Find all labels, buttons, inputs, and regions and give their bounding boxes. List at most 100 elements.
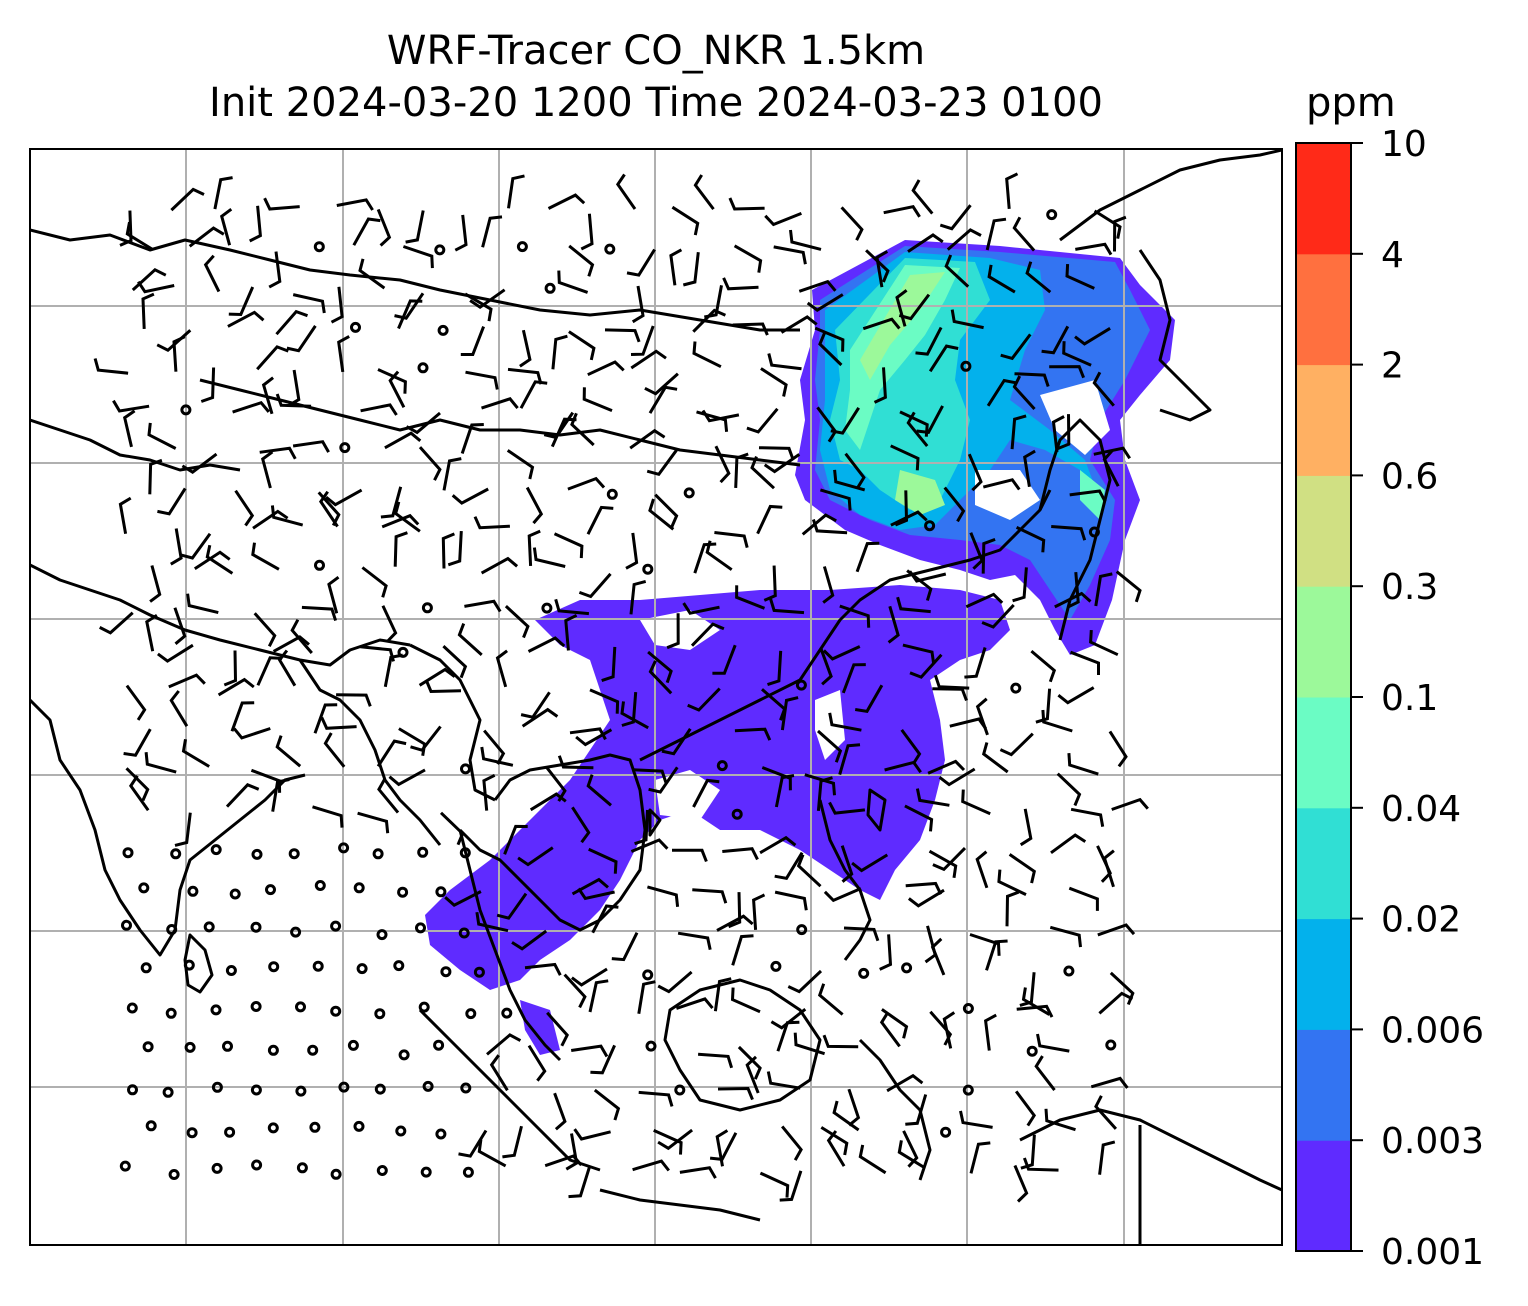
wind-barb bbox=[277, 649, 297, 687]
wind-barb bbox=[578, 572, 612, 599]
wind-barb bbox=[128, 774, 150, 812]
wind-barb-calm bbox=[796, 924, 808, 936]
wind-barb bbox=[252, 509, 289, 530]
wind-barb bbox=[557, 755, 594, 770]
wind-barb bbox=[489, 1054, 509, 1092]
wind-barb bbox=[646, 449, 678, 477]
wind-barb bbox=[811, 519, 848, 535]
wind-barb-calm bbox=[330, 920, 342, 932]
wind-barb-calm bbox=[372, 848, 384, 860]
wind-barb bbox=[1023, 449, 1036, 488]
wind-barb bbox=[928, 344, 959, 373]
wind-barb bbox=[149, 565, 162, 603]
wind-barb bbox=[653, 1129, 683, 1155]
wind-barb bbox=[1054, 591, 1092, 609]
wind-barb bbox=[841, 663, 866, 694]
wind-barb bbox=[847, 1088, 861, 1127]
wind-barb bbox=[763, 565, 777, 602]
wind-barb-calm bbox=[716, 760, 728, 772]
wind-barb bbox=[1014, 1090, 1037, 1127]
wind-barb bbox=[1041, 709, 1073, 733]
wind-barb bbox=[1056, 772, 1082, 807]
wind-barb-calm bbox=[435, 886, 447, 898]
wind-barb bbox=[840, 206, 864, 241]
wind-barb-calm bbox=[183, 959, 195, 971]
wind-barb bbox=[854, 684, 884, 713]
wind-barb-calm bbox=[225, 965, 237, 976]
wind-barb-calm bbox=[398, 1049, 410, 1061]
wind-barb bbox=[586, 505, 614, 535]
wind-barb bbox=[855, 541, 880, 573]
wind-barb bbox=[570, 412, 595, 447]
map-title-line1: WRF-Tracer CO_NKR 1.5km bbox=[386, 28, 926, 74]
wind-barb bbox=[186, 593, 219, 615]
wind-barb bbox=[644, 372, 679, 396]
wind-barb bbox=[604, 328, 641, 343]
wind-barb bbox=[577, 887, 615, 901]
colorbar-bands bbox=[1296, 143, 1351, 1252]
wind-barb-calm bbox=[119, 1160, 131, 1172]
wind-barb bbox=[819, 488, 852, 511]
wind-barb bbox=[735, 585, 766, 610]
wind-barb-calm bbox=[140, 962, 152, 974]
wind-barb bbox=[410, 725, 442, 752]
wind-barb-calm bbox=[222, 1040, 233, 1052]
colorbar-tick-label: 0.04 bbox=[1381, 789, 1461, 830]
wind-barb-calm bbox=[465, 1008, 477, 1020]
wind-barb bbox=[181, 739, 210, 768]
wind-barb bbox=[439, 811, 465, 846]
wind-barb-calm bbox=[421, 602, 433, 614]
wind-barb bbox=[148, 458, 163, 495]
wind-barb bbox=[648, 385, 678, 414]
wind-barb-calm bbox=[962, 1084, 974, 1096]
wind-barb bbox=[767, 353, 802, 371]
wind-barb bbox=[473, 516, 510, 530]
colorbar-band bbox=[1296, 475, 1351, 587]
wind-barb bbox=[527, 529, 541, 566]
wind-barb bbox=[701, 409, 740, 423]
wind-barb bbox=[631, 285, 645, 324]
colorbar-band bbox=[1296, 143, 1351, 255]
wind-barb-calm bbox=[393, 960, 405, 972]
wind-barb bbox=[814, 326, 845, 352]
wind-barb bbox=[173, 607, 187, 645]
wind-barb bbox=[118, 496, 132, 535]
wind-barb bbox=[1102, 849, 1115, 888]
wind-barb bbox=[1113, 215, 1127, 252]
wind-barb bbox=[275, 735, 302, 768]
wind-barb bbox=[717, 1086, 754, 1101]
wind-barb-calm bbox=[356, 963, 368, 975]
wind-barb bbox=[682, 252, 700, 287]
wind-barb-calm bbox=[211, 1162, 223, 1174]
wind-barb bbox=[1005, 172, 1019, 210]
wind-barb bbox=[1035, 688, 1052, 724]
wind-barb bbox=[119, 210, 133, 247]
wind-barb-calm bbox=[1105, 1039, 1117, 1051]
wind-barb-calm bbox=[606, 488, 618, 500]
wind-barb bbox=[441, 532, 455, 569]
wind-barb bbox=[752, 893, 766, 931]
wind-barb-calm bbox=[462, 1166, 474, 1178]
wind-barb bbox=[312, 805, 344, 828]
wind-barb bbox=[1102, 449, 1120, 487]
colorbar-band bbox=[1296, 364, 1351, 476]
wind-barb bbox=[692, 308, 726, 333]
wind-barb-calm bbox=[211, 1081, 223, 1093]
wind-barb bbox=[465, 370, 499, 390]
wind-barb bbox=[361, 566, 388, 598]
wind-barb bbox=[1020, 1134, 1036, 1170]
wind-barb bbox=[481, 397, 519, 410]
wind-barb bbox=[1005, 890, 1020, 927]
wind-barb bbox=[200, 367, 216, 403]
wind-barb-calm bbox=[251, 1159, 263, 1171]
wind-barb bbox=[909, 653, 943, 679]
colorbar-band bbox=[1296, 586, 1351, 698]
wind-barb bbox=[1014, 372, 1050, 387]
coastlines-borders bbox=[30, 149, 1282, 1245]
wind-barb-calm bbox=[397, 886, 409, 898]
wind-barb bbox=[1051, 525, 1087, 541]
wind-barb bbox=[884, 760, 922, 774]
wind-barb-calm bbox=[186, 1127, 198, 1139]
wind-barb bbox=[938, 767, 976, 787]
